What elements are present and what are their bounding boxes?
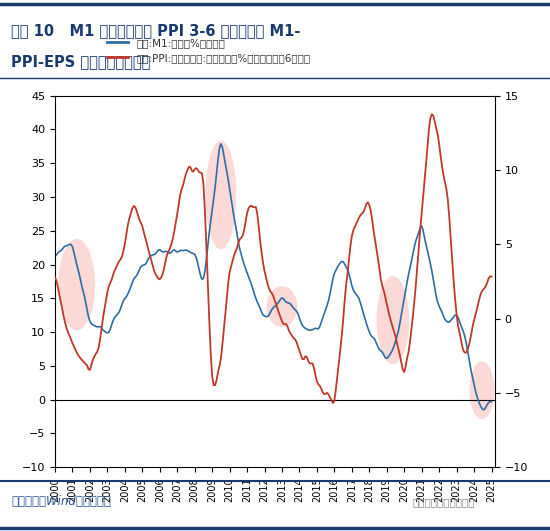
Line: 中国:M1:同比（%，左轴）: 中国:M1:同比（%，左轴） — [55, 144, 492, 409]
Text: PPI-EPS 的修复传导进行中: PPI-EPS 的修复传导进行中 — [11, 55, 150, 70]
中国:M1:同比（%，左轴） — [218, 141, 224, 147]
中国:PPI:全部工业品:当月同比（%，右轴，前移6个月） — [243, 218, 249, 225]
中国:M1:同比（%，左轴） — [421, 235, 428, 241]
中国:PPI:全部工业品:当月同比（%，右轴，前移6个月） — [459, 344, 466, 350]
中国:PPI:全部工业品:当月同比（%，右轴，前移6个月） — [428, 111, 435, 117]
Text: 公众号・姚佩策略探索: 公众号・姚佩策略探索 — [412, 497, 475, 507]
中国:PPI:全部工业品:当月同比（%，右轴，前移6个月） — [488, 273, 495, 280]
Ellipse shape — [267, 286, 298, 327]
中国:PPI:全部工业品:当月同比（%，右轴，前移6个月） — [329, 400, 336, 406]
中国:PPI:全部工业品:当月同比（%，右轴，前移6个月） — [397, 352, 403, 358]
Ellipse shape — [206, 141, 236, 249]
中国:M1:同比（%，左轴） — [488, 398, 495, 405]
Line: 中国:PPI:全部工业品:当月同比（%，右轴，前移6个月）: 中国:PPI:全部工业品:当月同比（%，右轴，前移6个月） — [55, 114, 492, 403]
中国:M1:同比（%，左轴） — [244, 270, 250, 276]
中国:M1:同比（%，左轴） — [52, 253, 58, 259]
Ellipse shape — [59, 239, 95, 330]
中国:PPI:全部工业品:当月同比（%，右轴，前移6个月） — [351, 224, 358, 230]
Legend: 中国:M1:同比（%，左轴）, 中国:PPI:全部工业品:当月同比（%，右轴，前移6个月）: 中国:M1:同比（%，左轴）, 中国:PPI:全部工业品:当月同比（%，右轴，前… — [103, 34, 315, 67]
Ellipse shape — [469, 362, 494, 419]
中国:M1:同比（%，左轴） — [229, 205, 236, 211]
中国:M1:同比（%，左轴） — [458, 322, 464, 329]
中国:M1:同比（%，左轴） — [481, 406, 487, 413]
中国:PPI:全部工业品:当月同比（%，右轴，前移6个月） — [421, 177, 428, 184]
中国:PPI:全部工业品:当月同比（%，右轴，前移6个月） — [52, 275, 58, 281]
Text: 图表 10   M1 拐点通常领先 PPI 3-6 个月，当前 M1-: 图表 10 M1 拐点通常领先 PPI 3-6 个月，当前 M1- — [11, 23, 300, 38]
中国:M1:同比（%，左轴） — [351, 289, 358, 296]
中国:M1:同比（%，左轴） — [397, 320, 403, 327]
Ellipse shape — [377, 276, 409, 364]
Text: 资料来源：Wind，华创证券: 资料来源：Wind，华创证券 — [11, 495, 111, 508]
中国:PPI:全部工业品:当月同比（%，右轴，前移6个月） — [228, 263, 234, 270]
